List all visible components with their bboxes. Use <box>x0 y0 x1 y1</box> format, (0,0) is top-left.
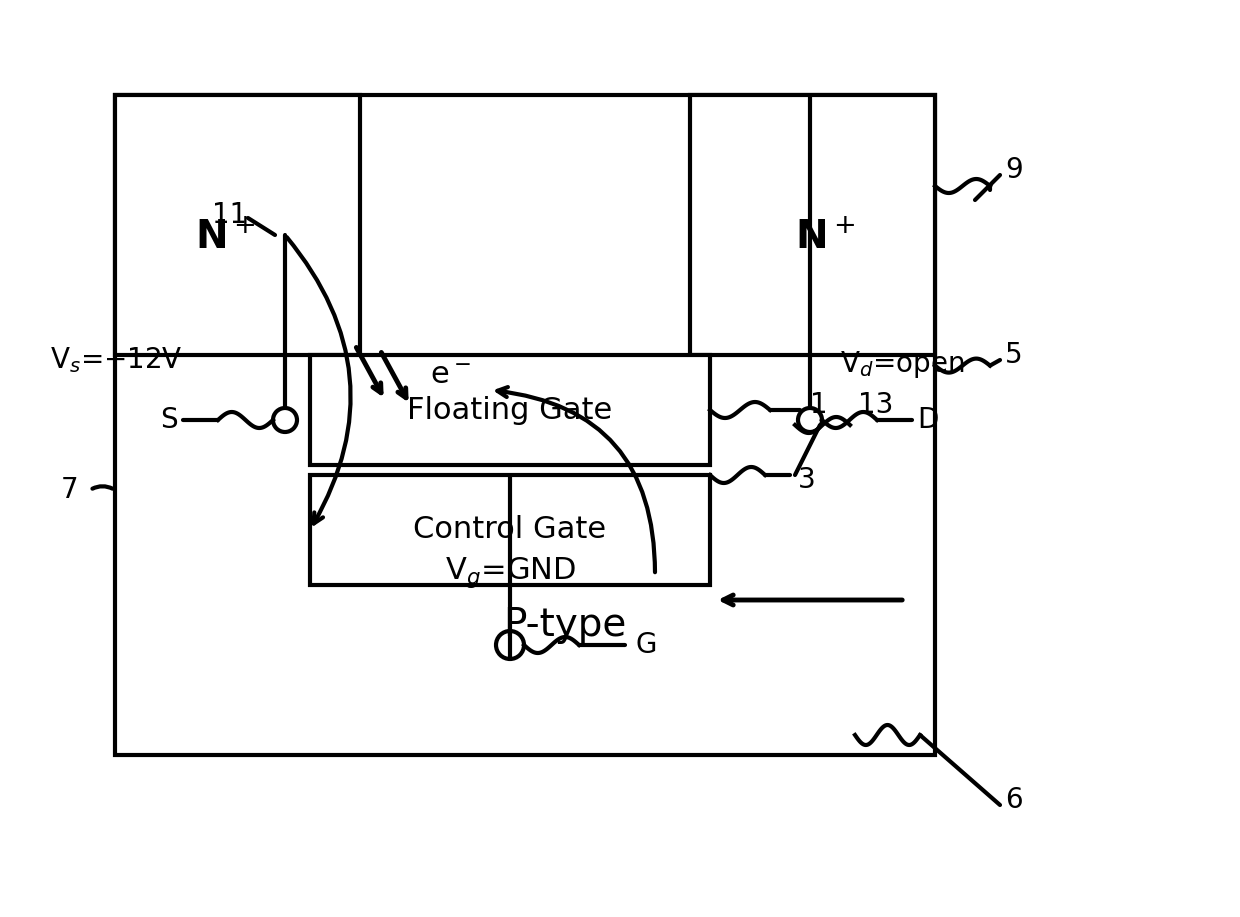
Text: P-type: P-type <box>503 606 626 644</box>
Text: 9: 9 <box>1004 156 1023 184</box>
Text: V$_s$=+12V: V$_s$=+12V <box>51 345 184 375</box>
Text: N$^+$: N$^+$ <box>795 219 854 257</box>
Text: 13: 13 <box>858 391 893 419</box>
Bar <box>310 475 711 585</box>
Text: Floating Gate: Floating Gate <box>408 395 613 425</box>
Text: S: S <box>160 406 179 434</box>
Text: e$^-$: e$^-$ <box>430 360 471 390</box>
Text: 11: 11 <box>212 201 248 229</box>
Text: 3: 3 <box>799 466 816 494</box>
Text: V$_g$=GND: V$_g$=GND <box>445 555 575 590</box>
Text: N$^+$: N$^+$ <box>195 219 255 257</box>
Bar <box>689 95 935 355</box>
Bar <box>115 95 935 755</box>
Text: 1: 1 <box>810 391 827 419</box>
Text: Control Gate: Control Gate <box>413 515 606 545</box>
Text: 7: 7 <box>61 476 79 504</box>
Text: V$_d$=open: V$_d$=open <box>839 349 965 381</box>
Text: G: G <box>635 631 656 659</box>
Text: 6: 6 <box>1004 786 1023 814</box>
Text: 5: 5 <box>1004 341 1023 369</box>
Text: D: D <box>918 406 939 434</box>
Bar <box>310 355 711 465</box>
Bar <box>115 95 360 355</box>
